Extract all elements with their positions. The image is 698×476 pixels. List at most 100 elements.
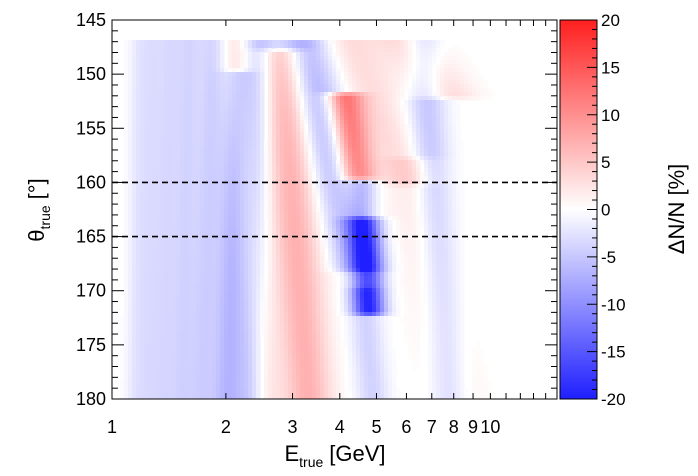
heatmap-cell	[184, 200, 189, 205]
heatmap-cell	[220, 380, 225, 385]
heatmap-cell	[156, 96, 161, 101]
heatmap-cell	[204, 384, 209, 389]
heatmap-cell	[140, 204, 145, 209]
heatmap-cell	[228, 112, 233, 117]
heatmap-cell	[296, 208, 301, 213]
heatmap-cell	[180, 44, 185, 49]
heatmap-cell	[220, 280, 225, 285]
heatmap-cell	[204, 236, 209, 241]
heatmap-cell	[324, 100, 329, 105]
heatmap-cell	[144, 332, 149, 337]
heatmap-cell	[164, 60, 169, 65]
heatmap-cell	[164, 52, 169, 57]
heatmap-cell	[296, 52, 301, 57]
heatmap-cell	[304, 220, 309, 225]
heatmap-cell	[220, 92, 225, 97]
heatmap-cell	[188, 372, 193, 377]
heatmap-cell	[196, 216, 201, 221]
heatmap-cell	[280, 236, 285, 241]
heatmap-cell	[248, 352, 253, 357]
heatmap-cell	[324, 264, 329, 269]
heatmap-cell	[296, 68, 301, 73]
heatmap-cell	[344, 320, 349, 325]
heatmap-cell	[216, 364, 221, 369]
heatmap-cell	[128, 180, 133, 185]
heatmap-cell	[236, 44, 241, 49]
heatmap-cell	[276, 92, 281, 97]
heatmap-cell	[316, 372, 321, 377]
heatmap-cell	[328, 348, 333, 353]
heatmap-cell	[260, 316, 265, 321]
heatmap-cell	[256, 332, 261, 337]
heatmap-cell	[244, 260, 249, 265]
heatmap-cell	[228, 304, 233, 309]
heatmap-cell	[180, 276, 185, 281]
heatmap-cell	[144, 176, 149, 181]
heatmap-cell	[140, 172, 145, 177]
heatmap-cell	[264, 212, 269, 217]
heatmap-cell	[284, 288, 289, 293]
heatmap-cell	[248, 64, 253, 69]
heatmap-cell	[140, 212, 145, 217]
heatmap-cell	[184, 48, 189, 53]
heatmap-cell	[348, 164, 353, 169]
heatmap-cell	[292, 48, 297, 53]
heatmap-cell	[316, 160, 321, 165]
heatmap-cell	[284, 108, 289, 113]
heatmap-cell	[172, 136, 177, 141]
heatmap-cell	[248, 152, 253, 157]
heatmap-cell	[212, 184, 217, 189]
heatmap-cell	[316, 144, 321, 149]
heatmap-cell	[188, 84, 193, 89]
heatmap-cell	[124, 232, 129, 237]
heatmap-cell	[344, 116, 349, 121]
heatmap-cell	[236, 304, 241, 309]
heatmap-cell	[328, 328, 333, 333]
heatmap-cell	[244, 44, 249, 49]
heatmap-cell	[300, 148, 305, 153]
heatmap-cell	[220, 316, 225, 321]
heatmap-cell	[192, 272, 197, 277]
heatmap-cell	[308, 56, 313, 61]
heatmap-cell	[176, 284, 181, 289]
heatmap-cell	[256, 372, 261, 377]
heatmap-cell	[280, 192, 285, 197]
heatmap-cell	[144, 80, 149, 85]
heatmap-cell	[152, 72, 157, 77]
heatmap-cell	[224, 80, 229, 85]
heatmap-cell	[212, 208, 217, 213]
heatmap-cell	[144, 172, 149, 177]
heatmap-cell	[264, 44, 269, 49]
heatmap-cell	[340, 132, 345, 137]
heatmap-cell	[168, 260, 173, 265]
heatmap-cell	[200, 288, 205, 293]
heatmap-cell	[252, 196, 257, 201]
heatmap-cell	[320, 272, 325, 277]
heatmap-cell	[320, 128, 325, 133]
heatmap-cell	[324, 128, 329, 133]
heatmap-cell	[236, 156, 241, 161]
heatmap-cell	[172, 372, 177, 377]
heatmap-cell	[200, 292, 205, 297]
heatmap-cell	[148, 248, 153, 253]
heatmap-cell	[304, 348, 309, 353]
heatmap-cell	[296, 64, 301, 69]
heatmap-cell	[324, 388, 329, 393]
heatmap-cell	[148, 216, 153, 221]
heatmap-cell	[156, 108, 161, 113]
heatmap-cell	[192, 364, 197, 369]
heatmap-cell	[272, 220, 277, 225]
heatmap-cell	[324, 88, 329, 93]
heatmap-cell	[148, 168, 153, 173]
heatmap-cell	[172, 208, 177, 213]
heatmap-cell	[224, 340, 229, 345]
heatmap-cell	[168, 40, 173, 45]
heatmap-cell	[164, 68, 169, 73]
heatmap-cell	[324, 292, 329, 297]
heatmap-cell	[212, 348, 217, 353]
heatmap-cell	[128, 188, 133, 193]
heatmap-cell	[208, 200, 213, 205]
heatmap-cell	[264, 388, 269, 393]
heatmap-cell	[324, 96, 329, 101]
heatmap-cell	[264, 288, 269, 293]
